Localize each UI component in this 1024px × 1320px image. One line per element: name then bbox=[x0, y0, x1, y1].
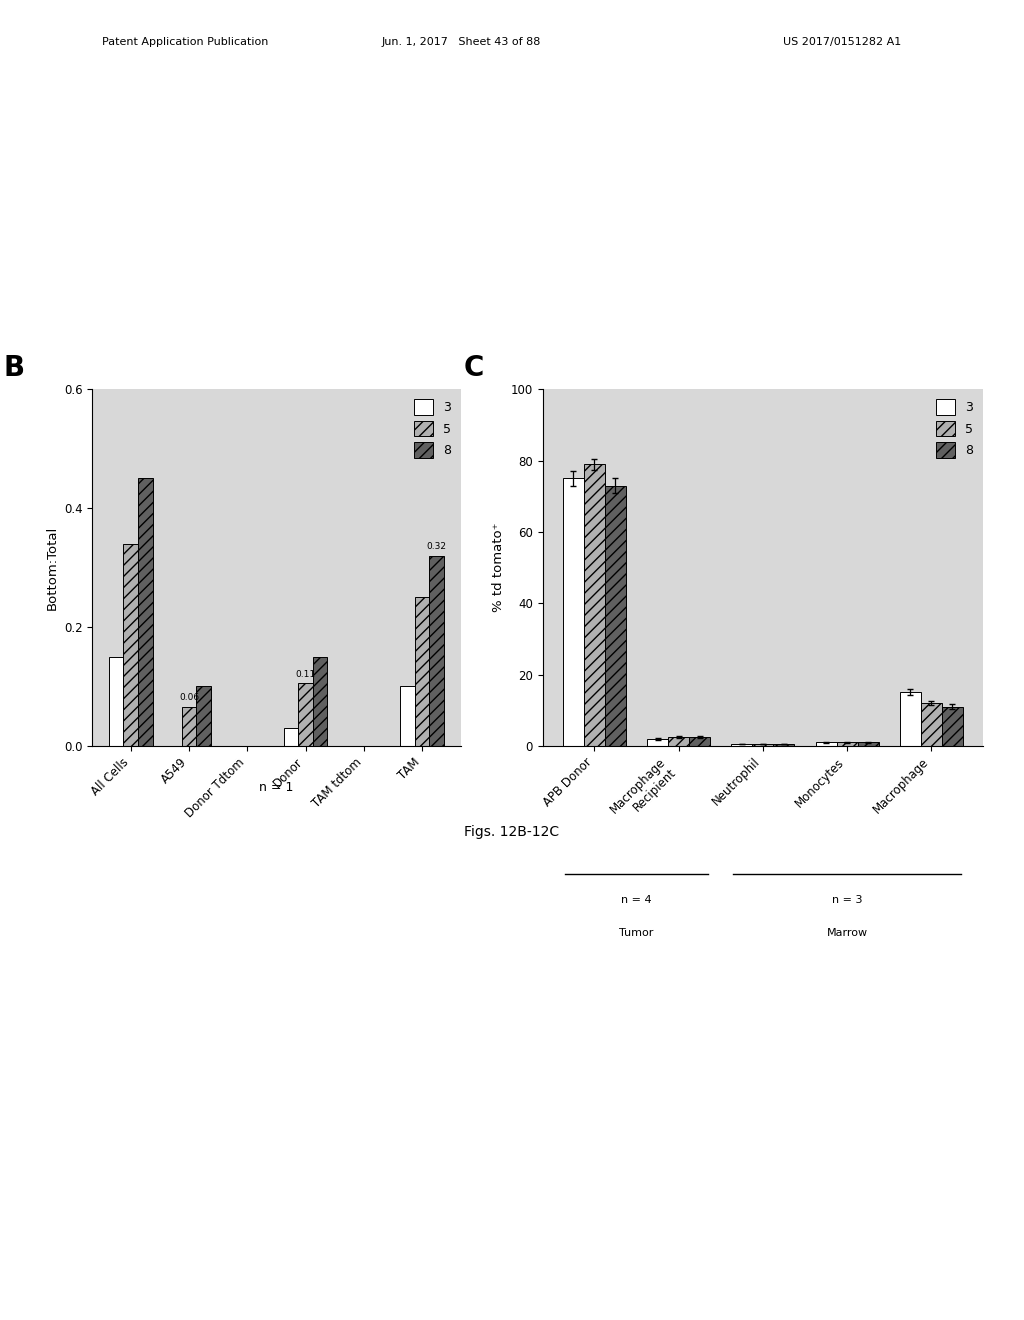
Text: Figs. 12B-12C: Figs. 12B-12C bbox=[465, 825, 559, 840]
Y-axis label: Bottom:Total: Bottom:Total bbox=[45, 525, 58, 610]
Bar bbox=[815, 742, 837, 746]
Bar bbox=[858, 742, 879, 746]
Y-axis label: % td tomato⁺: % td tomato⁺ bbox=[493, 523, 505, 612]
Text: Tumor: Tumor bbox=[620, 928, 653, 937]
Text: Patent Application Publication: Patent Application Publication bbox=[102, 37, 268, 48]
Text: US 2017/0151282 A1: US 2017/0151282 A1 bbox=[783, 37, 901, 48]
Text: n = 1: n = 1 bbox=[259, 781, 294, 795]
Text: C: C bbox=[464, 354, 483, 381]
Bar bbox=[605, 486, 626, 746]
Text: n = 3: n = 3 bbox=[831, 895, 862, 906]
Bar bbox=[668, 737, 689, 746]
Text: 0.11: 0.11 bbox=[296, 669, 315, 678]
Bar bbox=[298, 684, 313, 746]
Bar bbox=[731, 744, 753, 746]
Legend: 3, 5, 8: 3, 5, 8 bbox=[411, 396, 455, 462]
Bar bbox=[837, 742, 858, 746]
Bar bbox=[773, 744, 795, 746]
Bar bbox=[584, 465, 605, 746]
Bar bbox=[563, 478, 584, 746]
Bar bbox=[284, 727, 298, 746]
Bar bbox=[689, 737, 711, 746]
Bar bbox=[753, 744, 773, 746]
Text: Marrow: Marrow bbox=[826, 928, 867, 937]
Bar bbox=[921, 704, 942, 746]
Text: n = 4: n = 4 bbox=[622, 895, 652, 906]
Bar bbox=[182, 708, 197, 746]
Bar bbox=[109, 656, 124, 746]
Bar bbox=[124, 544, 138, 746]
Legend: 3, 5, 8: 3, 5, 8 bbox=[933, 396, 977, 462]
Bar bbox=[900, 692, 921, 746]
Text: 0.06: 0.06 bbox=[179, 693, 199, 702]
Text: Jun. 1, 2017   Sheet 43 of 88: Jun. 1, 2017 Sheet 43 of 88 bbox=[381, 37, 541, 48]
Text: B: B bbox=[4, 354, 25, 381]
Bar bbox=[429, 556, 444, 746]
Bar bbox=[313, 656, 328, 746]
Bar bbox=[942, 706, 963, 746]
Text: 0.32: 0.32 bbox=[427, 543, 446, 550]
Bar bbox=[138, 478, 153, 746]
Bar bbox=[647, 739, 668, 746]
Bar bbox=[415, 597, 429, 746]
Bar bbox=[400, 686, 415, 746]
Bar bbox=[197, 686, 211, 746]
